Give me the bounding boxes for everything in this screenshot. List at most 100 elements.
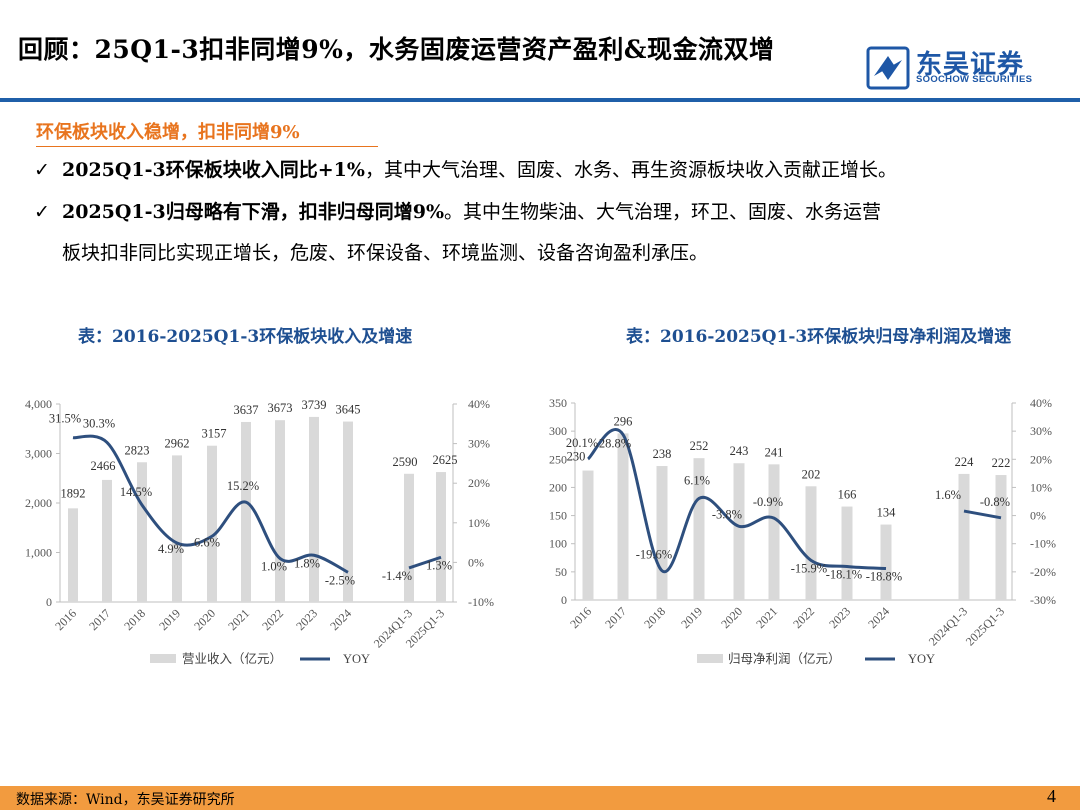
left-axis-tick-label: 300 [549, 424, 567, 438]
yoy-value-label: 31.5% [49, 412, 81, 426]
left-axis-tick-label: 350 [549, 396, 567, 410]
bullet-2-text: 。其中生物柴油、大气治理，环卫、固废、水务运营 [444, 201, 882, 223]
legend-bar-label: 营业收入（亿元） [182, 651, 282, 666]
yoy-line-annual [586, 428, 887, 574]
left-axis-tick-label: 4,000 [25, 397, 52, 411]
yoy-value-label: -3.8% [712, 507, 742, 521]
yoy-value-label: -19.6% [636, 548, 672, 562]
right-axis-tick-label: 30% [468, 437, 490, 451]
yoy-value-label: -0.9% [753, 495, 783, 509]
x-tick-label: 2018 [121, 606, 148, 633]
data-source: 数据来源：Wind，东吴证券研究所 [16, 792, 235, 808]
yoy-value-label: 1.8% [294, 556, 320, 570]
x-tick-label: 2020 [718, 604, 745, 631]
bar-value-label: 202 [802, 467, 821, 481]
bar-value-label: 296 [614, 414, 633, 428]
right-axis-tick-label: 30% [1030, 424, 1052, 438]
bar-value-label: 166 [838, 488, 857, 502]
left-axis-tick-label: 1,000 [25, 546, 52, 560]
yoy-value-label: 6.6% [194, 535, 220, 549]
revenue-chart: 0 1,000 2,000 3,000 4,000 -10% 0% 10% 20% 30% 40% 1… [25, 397, 494, 666]
x-tick-label: 2024 [327, 606, 354, 633]
yoy-value-label: 1.0% [261, 559, 287, 573]
bar-value-label: 3637 [234, 403, 259, 417]
yoy-value-label: -2.5% [325, 573, 355, 587]
yoy-value-label: 1.6% [935, 488, 961, 502]
yoy-value-label: 15.2% [227, 479, 259, 493]
left-axis-tick-label: 100 [549, 537, 567, 551]
bar [102, 479, 112, 602]
subheading-underline [36, 146, 378, 147]
legend-bar-label: 归母净利润（亿元） [728, 651, 841, 666]
yoy-value-label: 20.1% [566, 436, 598, 450]
bar-value-label: 3673 [268, 401, 293, 415]
bar [995, 475, 1007, 600]
x-tick-label: 2023 [293, 606, 320, 633]
left-axis-tick-label: 200 [549, 480, 567, 494]
bar-value-label: 238 [653, 447, 672, 461]
bar [68, 508, 78, 602]
left-axis-tick-label: 250 [549, 452, 567, 466]
x-tick-label: 2016 [567, 604, 594, 631]
yoy-value-label: 4.9% [158, 542, 184, 556]
x-tick-label: 2016 [52, 606, 79, 633]
x-tick-label: 2023 [826, 604, 853, 631]
bar [309, 416, 319, 602]
x-tick-label: 2022 [259, 606, 286, 633]
bar-value-label: 230 [567, 450, 586, 464]
right-axis-tick-label: 0% [468, 555, 484, 569]
right-axis-tick-label: -10% [468, 595, 494, 609]
bar-value-label: 2590 [393, 455, 418, 469]
yoy-line-quarterly [408, 555, 442, 570]
yoy-line-annual [72, 434, 349, 574]
bar [137, 462, 147, 602]
net-profit-chart: 0 50 100 150 200 250 300 350 -30% -20% -10% 0% 10% 20… [549, 396, 1056, 666]
bullet-1-bold: 2025Q1-3环保板块收入同比+1% [62, 159, 365, 181]
x-tick-label: 2019 [156, 606, 183, 633]
legend-bar-swatch [697, 654, 723, 663]
bar-value-label: 222 [992, 456, 1011, 470]
yoy-value-label: 6.1% [684, 473, 710, 487]
bar [733, 463, 745, 600]
right-axis-tick-label: 20% [1030, 452, 1052, 466]
legend-line-label: YOY [908, 652, 935, 666]
checkmark-icon: ✓ [34, 159, 50, 181]
chart-1-title: 表：2016-2025Q1-3环保板块收入及增速 [78, 327, 413, 347]
left-axis-tick-label: 2,000 [25, 496, 52, 510]
header-divider [0, 98, 1080, 102]
bar-value-label: 241 [765, 445, 784, 459]
bar-value-label: 134 [877, 506, 897, 520]
bar [693, 458, 705, 600]
right-axis-tick-label: -30% [1030, 593, 1056, 607]
right-axis-tick-label: 10% [468, 516, 490, 530]
bar [275, 420, 285, 602]
bullet-1-text: ，其中大气治理、固废、水务、再生资源板块收入贡献正增长。 [364, 159, 897, 181]
x-tick-label: 2021 [753, 604, 780, 631]
yoy-value-label: -18.8% [866, 569, 902, 583]
footer-bar: 数据来源：Wind，东吴证券研究所 4 [0, 786, 1080, 810]
bullet-2-continuation: 板块扣非同比实现正增长，危废、环保设备、环境监测、设备咨询盈利承压。 [62, 242, 709, 264]
x-tick-label: 2018 [641, 604, 668, 631]
checkmark-icon: ✓ [34, 201, 50, 223]
bar-value-label: 2962 [165, 436, 190, 450]
right-axis-tick-label: 0% [1030, 509, 1046, 523]
yoy-value-label: -1.4% [382, 569, 412, 583]
yoy-line-quarterly [963, 509, 1002, 520]
right-axis-tick-label: -20% [1030, 565, 1056, 579]
legend-bar-swatch [150, 654, 176, 663]
brand-logo: 东吴证券 SOOCHOW SECURITIES [866, 44, 1066, 90]
bar [582, 470, 594, 600]
bar-value-label: 3739 [302, 398, 327, 412]
left-axis-tick-label: 50 [555, 565, 567, 579]
soochow-logo-icon [866, 46, 910, 90]
legend-line-label: YOY [343, 652, 370, 666]
page-number: 4 [1047, 786, 1056, 806]
right-axis-tick-label: 40% [468, 397, 490, 411]
logo-english-name: SOOCHOW SECURITIES [916, 74, 1033, 85]
bar [436, 472, 446, 602]
right-axis-tick-label: 40% [1030, 396, 1052, 410]
bar-value-label: 243 [730, 444, 749, 458]
bar-value-label: 2823 [125, 443, 150, 457]
right-axis-tick-label: -10% [1030, 537, 1056, 551]
bar-value-label: 2466 [91, 459, 116, 473]
